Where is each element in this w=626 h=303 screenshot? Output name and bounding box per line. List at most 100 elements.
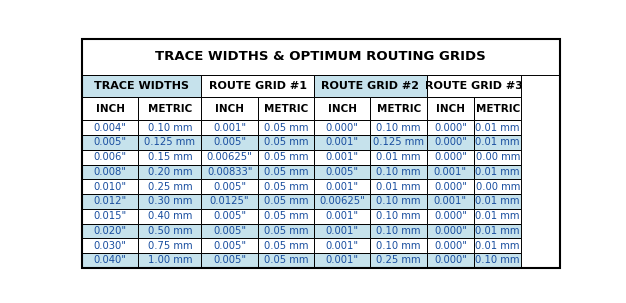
Text: 0.00 mm: 0.00 mm (476, 152, 520, 162)
Bar (427, 179, 474, 194)
Bar (82, 194, 138, 209)
Text: 0.001": 0.001" (326, 241, 359, 251)
Bar (138, 224, 202, 238)
Bar (314, 135, 371, 150)
Text: 0.001": 0.001" (326, 226, 359, 236)
Text: 0.01 mm: 0.01 mm (476, 211, 520, 221)
Text: 0.000": 0.000" (434, 123, 467, 133)
Text: TRACE WIDTHS & OPTIMUM ROUTING GRIDS: TRACE WIDTHS & OPTIMUM ROUTING GRIDS (155, 50, 486, 63)
Bar (427, 98, 474, 120)
Bar (202, 238, 258, 253)
Text: 0.005": 0.005" (213, 255, 246, 265)
Text: INCH: INCH (215, 104, 244, 114)
Text: 0.05 mm: 0.05 mm (264, 226, 308, 236)
Text: ROUTE GRID #2: ROUTE GRID #2 (322, 81, 419, 91)
Text: 0.005": 0.005" (213, 211, 246, 221)
Text: 0.40 mm: 0.40 mm (148, 211, 192, 221)
Bar (474, 194, 521, 209)
Text: 0.10 mm: 0.10 mm (376, 196, 421, 206)
Bar (202, 209, 258, 224)
Text: 0.05 mm: 0.05 mm (264, 196, 308, 206)
Bar (258, 238, 314, 253)
Bar (202, 253, 258, 268)
Bar (138, 238, 202, 253)
Text: INCH: INCH (96, 104, 125, 114)
Text: 0.05 mm: 0.05 mm (264, 167, 308, 177)
Bar (258, 120, 314, 135)
Text: 0.05 mm: 0.05 mm (264, 211, 308, 221)
Bar (258, 165, 314, 179)
Bar (202, 135, 258, 150)
Text: 0.008": 0.008" (94, 167, 127, 177)
Text: 0.30 mm: 0.30 mm (148, 196, 192, 206)
Bar (138, 150, 202, 165)
Text: 0.000": 0.000" (434, 138, 467, 148)
Bar (314, 150, 371, 165)
Text: 0.001": 0.001" (326, 152, 359, 162)
Text: 0.75 mm: 0.75 mm (148, 241, 192, 251)
Bar (202, 120, 258, 135)
Text: 0.015": 0.015" (94, 211, 127, 221)
Bar (138, 253, 202, 268)
Bar (474, 209, 521, 224)
Text: 0.001": 0.001" (326, 138, 359, 148)
Bar (371, 194, 427, 209)
Text: 0.01 mm: 0.01 mm (476, 167, 520, 177)
Text: INCH: INCH (328, 104, 357, 114)
Text: 0.10 mm: 0.10 mm (476, 255, 520, 265)
Text: 0.000": 0.000" (434, 255, 467, 265)
Bar (427, 165, 474, 179)
Text: 0.000": 0.000" (326, 123, 359, 133)
Bar (82, 253, 138, 268)
Text: 0.012": 0.012" (94, 196, 127, 206)
Bar (371, 98, 427, 120)
Text: 0.010": 0.010" (94, 182, 127, 192)
Text: 0.000": 0.000" (434, 152, 467, 162)
Text: 1.00 mm: 1.00 mm (148, 255, 192, 265)
Text: 0.10 mm: 0.10 mm (148, 123, 192, 133)
Bar (138, 179, 202, 194)
Text: 0.005": 0.005" (94, 138, 127, 148)
Bar (371, 238, 427, 253)
Bar (258, 194, 314, 209)
Text: 0.10 mm: 0.10 mm (376, 167, 421, 177)
Text: METRIC: METRIC (148, 104, 192, 114)
Bar (258, 209, 314, 224)
Bar (138, 165, 202, 179)
Bar (427, 120, 474, 135)
Bar (474, 135, 521, 150)
Bar (474, 165, 521, 179)
Text: 0.00625": 0.00625" (319, 196, 365, 206)
Bar (427, 253, 474, 268)
Bar (82, 135, 138, 150)
Text: 0.004": 0.004" (94, 123, 127, 133)
Bar (427, 238, 474, 253)
Text: 0.01 mm: 0.01 mm (476, 226, 520, 236)
Text: 0.01 mm: 0.01 mm (376, 152, 421, 162)
Bar (258, 179, 314, 194)
Text: 0.030": 0.030" (94, 241, 127, 251)
Text: ROUTE GRID #3: ROUTE GRID #3 (425, 81, 523, 91)
Bar (258, 135, 314, 150)
Text: 0.25 mm: 0.25 mm (376, 255, 421, 265)
Text: 0.006": 0.006" (94, 152, 127, 162)
Bar (371, 179, 427, 194)
Bar (82, 165, 138, 179)
Text: 0.25 mm: 0.25 mm (148, 182, 192, 192)
Text: 0.01 mm: 0.01 mm (476, 241, 520, 251)
Bar (82, 150, 138, 165)
Bar (202, 165, 258, 179)
Bar (82, 98, 138, 120)
Bar (82, 75, 202, 98)
Text: ROUTE GRID #1: ROUTE GRID #1 (209, 81, 307, 91)
Text: 0.05 mm: 0.05 mm (264, 182, 308, 192)
Text: 0.00 mm: 0.00 mm (476, 182, 520, 192)
Bar (427, 209, 474, 224)
Bar (202, 179, 258, 194)
Text: 0.05 mm: 0.05 mm (264, 255, 308, 265)
Bar (314, 253, 371, 268)
Bar (371, 224, 427, 238)
Bar (82, 179, 138, 194)
Bar (138, 194, 202, 209)
Text: 0.000": 0.000" (434, 226, 467, 236)
